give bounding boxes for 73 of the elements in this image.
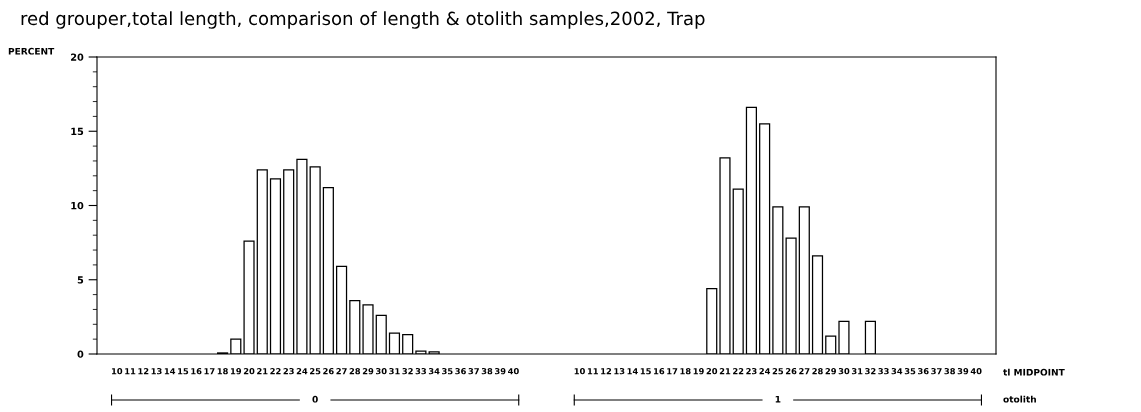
x-tick-label: 17 xyxy=(204,368,215,375)
x-tick-label: 22 xyxy=(270,368,281,375)
x-tick-label: 15 xyxy=(640,368,651,375)
x-tick-label: 33 xyxy=(415,368,427,375)
x-tick-label: 38 xyxy=(481,368,493,375)
x-tick-label: 27 xyxy=(799,368,810,375)
x-tick-label: 16 xyxy=(654,368,665,375)
x-tick-label: 15 xyxy=(178,368,189,375)
y-tick-label: 15 xyxy=(71,127,84,136)
x-tick-label: 20 xyxy=(243,368,255,375)
x-tick-label: 32 xyxy=(865,368,876,375)
x-tick-label: 28 xyxy=(349,368,361,375)
x-tick-label: 12 xyxy=(601,368,612,375)
x-tick-label: 35 xyxy=(904,368,916,375)
x-tick-label: 28 xyxy=(812,368,823,375)
x-tick-label: 20 xyxy=(706,368,718,375)
x-tick-label: 30 xyxy=(376,368,387,375)
x-tick-label: 12 xyxy=(138,368,149,375)
text: 1 xyxy=(775,395,781,403)
x-tick-label: 26 xyxy=(785,368,797,375)
x-tick-label: 16 xyxy=(191,368,202,375)
x-tick-label: 23 xyxy=(283,368,294,375)
x-tick-label: 40 xyxy=(970,368,982,375)
x-tick-label: 19 xyxy=(693,368,704,375)
x-tick-label: 10 xyxy=(111,368,123,375)
x-tick-label: 30 xyxy=(838,368,850,375)
y-axis-title: PERCENT xyxy=(8,47,55,55)
x-tick-label: 25 xyxy=(772,368,784,375)
x-tick-label: 21 xyxy=(719,368,731,375)
x-tick-label: 37 xyxy=(468,368,479,375)
x-tick-label: 25 xyxy=(310,368,321,375)
x-tick-label: 38 xyxy=(944,368,956,375)
x-tick-label: 29 xyxy=(362,368,374,375)
x-axis-title: tl MIDPOINT xyxy=(1003,368,1065,376)
x-tick-label: 10 xyxy=(574,368,585,375)
x-tick-label: 36 xyxy=(455,368,466,375)
x-tick-label: 14 xyxy=(627,368,638,375)
x-tick-label: 14 xyxy=(164,368,176,375)
text: 0 xyxy=(312,395,318,403)
x-tick-label: 33 xyxy=(878,368,889,375)
x-tick-label: 39 xyxy=(494,368,506,375)
x-tick-label: 17 xyxy=(667,368,678,375)
x-tick-label: 36 xyxy=(918,368,929,375)
x-tick-label: 29 xyxy=(825,368,837,375)
text: otolith xyxy=(1003,395,1036,403)
x-tick-label: 24 xyxy=(296,368,308,375)
x-tick-label: 19 xyxy=(230,368,242,375)
x-tick-label: 35 xyxy=(442,368,453,375)
x-tick-label: 34 xyxy=(891,368,903,375)
x-tick-label: 34 xyxy=(428,368,440,375)
x-tick-label: 37 xyxy=(931,368,942,375)
y-tick-label: 0 xyxy=(77,350,84,358)
y-tick-label: 10 xyxy=(71,201,84,210)
y-tick-label: 5 xyxy=(77,276,84,284)
x-tick-label: 32 xyxy=(402,368,413,375)
x-tick-label: 27 xyxy=(336,368,347,375)
y-tick-label: 20 xyxy=(71,53,84,61)
x-tick-label: 13 xyxy=(151,368,162,375)
x-tick-label: 31 xyxy=(389,368,400,375)
x-tick-label: 24 xyxy=(759,368,771,375)
x-tick-label: 11 xyxy=(125,368,136,375)
x-tick-label: 22 xyxy=(733,368,744,375)
x-tick-label: 21 xyxy=(257,368,268,375)
x-tick-label: 31 xyxy=(851,368,863,375)
x-tick-label: 40 xyxy=(508,368,519,375)
chart-title: red grouper,total length, comparison of length & otolith samples,2002, Trap xyxy=(21,11,705,29)
x-tick-label: 39 xyxy=(957,368,969,375)
x-tick-label: 18 xyxy=(680,368,691,375)
x-tick-label: 13 xyxy=(614,368,625,375)
x-tick-label: 23 xyxy=(746,368,757,375)
x-tick-label: 11 xyxy=(587,368,598,375)
x-tick-label: 26 xyxy=(323,368,334,375)
x-tick-label: 18 xyxy=(217,368,228,375)
